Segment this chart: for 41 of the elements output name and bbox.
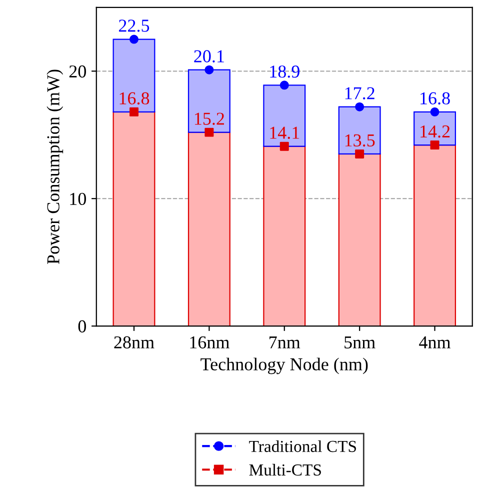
point: [355, 102, 364, 112]
data-label: 15.2: [194, 112, 224, 125]
point: [129, 34, 138, 44]
y-axis-title: Power Consumption (mW): [46, 70, 64, 264]
bar: [112, 38, 156, 112]
bar: [263, 84, 306, 147]
legend-label: Traditional CTS: [249, 440, 356, 452]
bar: [188, 69, 230, 133]
bar: [112, 111, 156, 326]
y-tick-label: 10: [70, 192, 86, 206]
bar: [338, 106, 381, 155]
point: [355, 149, 364, 158]
point: [430, 107, 440, 116]
data-label: 18.9: [270, 65, 300, 78]
bar: [263, 146, 306, 326]
data-label: 16.8: [420, 92, 450, 105]
data-label: 14.1: [270, 126, 300, 139]
point: [204, 65, 214, 74]
y-tick-label: 20: [69, 65, 86, 78]
data-label: 20.1: [194, 50, 224, 62]
point: [280, 80, 289, 90]
point: [204, 128, 214, 137]
bar: [338, 153, 381, 326]
x-tick-label: 7nm: [270, 336, 300, 348]
data-label: 22.5: [118, 20, 150, 32]
x-tick-label: 4nm: [419, 336, 451, 348]
bar: [414, 144, 456, 326]
bar: [188, 132, 230, 326]
data-label: 17.2: [345, 87, 374, 100]
point: [129, 107, 138, 116]
point: [280, 142, 289, 151]
legend-label: Multi-CTS: [249, 464, 321, 476]
point: [430, 140, 440, 150]
x-axis-title: Technology Node (nm): [200, 358, 368, 374]
y-tick-label: 0: [78, 320, 86, 332]
data-label: 16.8: [120, 92, 150, 105]
x-tick-label: 5nm: [344, 336, 376, 348]
x-tick-label: 16nm: [190, 336, 230, 348]
x-tick-label: 28nm: [114, 336, 154, 348]
data-label: 13.5: [345, 134, 375, 147]
data-label: 14.2: [420, 125, 450, 138]
